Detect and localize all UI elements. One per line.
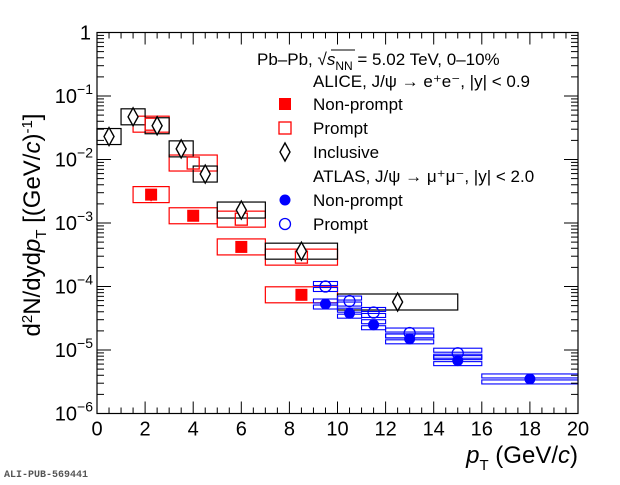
x-tick-label: 8 bbox=[284, 419, 295, 441]
atlas-prompt-marker bbox=[319, 280, 332, 293]
legend-marker bbox=[279, 98, 291, 110]
x-tick-label: 16 bbox=[471, 419, 493, 441]
atlas-prompt-syst-box-upper bbox=[385, 327, 435, 333]
legend-label: Prompt bbox=[313, 215, 368, 234]
atlas-prompt-syst-box-lower bbox=[336, 301, 363, 307]
atlas-prompt-syst-box-upper bbox=[312, 280, 339, 287]
alice-non-prompt-marker bbox=[295, 288, 308, 301]
x-tick-label: 4 bbox=[188, 419, 199, 441]
alice-non-prompt-marker bbox=[235, 240, 248, 253]
x-tick-label: 12 bbox=[374, 419, 396, 441]
legend-header: Pb–Pb, √sNN = 5.02 TeV, 0–10% bbox=[257, 50, 500, 73]
tick-labels: 0 2 4 6 8 10 12 14 16 18 20 1 10−1 10−2 10−3 10−4 10−5 10… bbox=[55, 23, 589, 441]
y-axis-title: d2N/dydpT [(GeV/c)-1] bbox=[19, 114, 50, 337]
alice-prompt-marker bbox=[186, 156, 200, 170]
atlas-prompt-syst-box-lower bbox=[360, 312, 387, 319]
legend-label: Prompt bbox=[313, 119, 368, 138]
x-tick-label: 0 bbox=[91, 419, 102, 441]
atlas-prompt-syst-box-upper bbox=[433, 347, 483, 353]
y-tick-label: 10−2 bbox=[55, 145, 93, 172]
alice-inclusive-marker bbox=[295, 240, 308, 262]
alice-inclusive-marker bbox=[391, 291, 404, 313]
publication-id: ALI-PUB-569441 bbox=[4, 470, 89, 481]
legend-label: Non-prompt bbox=[313, 191, 403, 210]
alice-non-prompt-syst-box bbox=[132, 186, 170, 204]
legend-marker bbox=[279, 194, 291, 206]
alice-inclusive-marker bbox=[199, 163, 212, 185]
x-tick-label: 6 bbox=[236, 419, 247, 441]
axes bbox=[96, 31, 579, 415]
y-tick-label: 10−5 bbox=[55, 335, 93, 362]
legend-group-alice: ALICE, J/ψ → e⁺e⁻, |y| < 0.9 bbox=[313, 72, 530, 91]
legend-marker bbox=[279, 141, 291, 163]
legend: Pb–Pb, √sNN = 5.02 TeV, 0–10%ALICE, J/ψ … bbox=[257, 49, 534, 234]
atlas-prompt-marker bbox=[451, 347, 464, 360]
y-tick-label: 1 bbox=[80, 23, 91, 45]
x-tick-label: 2 bbox=[140, 419, 151, 441]
alice-non-prompt-marker bbox=[187, 209, 200, 222]
atlas-non-prompt-marker bbox=[524, 373, 536, 385]
atlas-prompt-syst-box-upper bbox=[336, 295, 363, 301]
atlas-non-prompt-marker bbox=[319, 298, 331, 310]
alice-inclusive-marker bbox=[103, 126, 115, 147]
atlas-prompt-syst-box-lower bbox=[312, 286, 339, 293]
legend-marker bbox=[278, 121, 292, 135]
legend-group-atlas: ATLAS, J/ψ → μ⁺μ⁻, |y| < 2.0 bbox=[313, 167, 534, 186]
x-tick-label: 10 bbox=[326, 419, 348, 441]
data-markers bbox=[103, 106, 536, 385]
alice-inclusive-marker bbox=[235, 199, 248, 221]
y-tick-label: 10−1 bbox=[55, 81, 93, 108]
atlas-prompt-marker bbox=[343, 294, 356, 308]
y-tick-label: 10−6 bbox=[55, 399, 93, 426]
alice-inclusive-marker bbox=[127, 106, 139, 128]
atlas-prompt-marker bbox=[403, 326, 416, 340]
legend-label: Inclusive bbox=[313, 143, 379, 162]
systematic-boxes bbox=[96, 108, 579, 385]
y-tick-label: 10−3 bbox=[55, 208, 93, 235]
legend-marker bbox=[278, 217, 292, 231]
x-tick-label: 20 bbox=[567, 419, 589, 441]
atlas-non-prompt-marker bbox=[344, 307, 356, 319]
x-tick-label: 14 bbox=[423, 419, 445, 441]
alice-non-prompt-marker bbox=[145, 188, 158, 201]
atlas-prompt-marker bbox=[367, 306, 380, 319]
legend-label: Non-prompt bbox=[313, 95, 403, 114]
alice-inclusive-marker bbox=[151, 115, 163, 137]
y-tick-label: 10−4 bbox=[55, 272, 93, 299]
x-tick-label: 18 bbox=[519, 419, 541, 441]
alice-inclusive-marker bbox=[175, 138, 187, 160]
atlas-non-prompt-marker bbox=[368, 319, 380, 331]
x-axis-title: pT (GeV/c) bbox=[465, 442, 578, 474]
